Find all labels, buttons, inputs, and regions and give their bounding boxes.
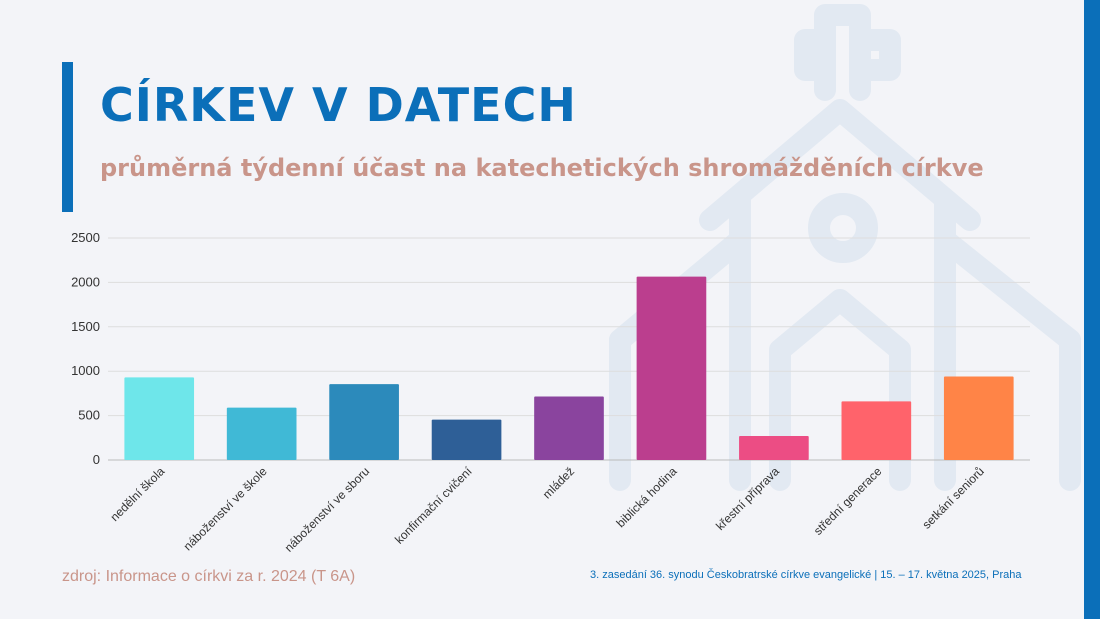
event-footer: 3. zasedání 36. synodu Českobratrské cír… <box>590 569 1022 581</box>
x-tick-label: křestní příprava <box>713 464 782 533</box>
bar <box>124 377 195 460</box>
bar <box>534 396 604 460</box>
bar <box>329 384 399 460</box>
bar <box>226 407 297 460</box>
x-tick-label: náboženství ve sboru <box>282 464 373 555</box>
bar <box>841 401 912 460</box>
x-tick-label: setkání seniorů <box>919 464 986 531</box>
y-tick-label: 2000 <box>71 274 100 289</box>
x-tick-label: nedělní škola <box>107 464 167 524</box>
x-tick-label: střední generace <box>811 464 885 538</box>
page-subtitle: průměrná týdenní účast na katechetických… <box>100 154 984 182</box>
source-note: zdroj: Informace o církvi za r. 2024 (T … <box>62 568 356 585</box>
bar <box>943 376 1014 460</box>
y-tick-label: 1500 <box>71 319 100 334</box>
bar <box>636 276 707 460</box>
x-tick-label: mládež <box>540 464 577 501</box>
y-tick-label: 1000 <box>71 363 100 378</box>
bar <box>431 419 502 460</box>
y-tick-label: 500 <box>78 408 100 423</box>
x-tick-label: konfirmační cvičení <box>392 464 475 547</box>
right-edge-bar <box>1084 0 1100 619</box>
x-tick-label: náboženství ve škole <box>181 464 270 553</box>
y-tick-label: 2500 <box>71 230 100 245</box>
x-tick-label: biblická hodina <box>614 464 680 530</box>
page-title: CÍRKEV V DATECH <box>100 78 577 132</box>
y-tick-label: 0 <box>93 452 100 467</box>
bar <box>739 436 809 460</box>
title-accent-bar <box>62 62 73 212</box>
church-icon <box>609 4 1081 491</box>
